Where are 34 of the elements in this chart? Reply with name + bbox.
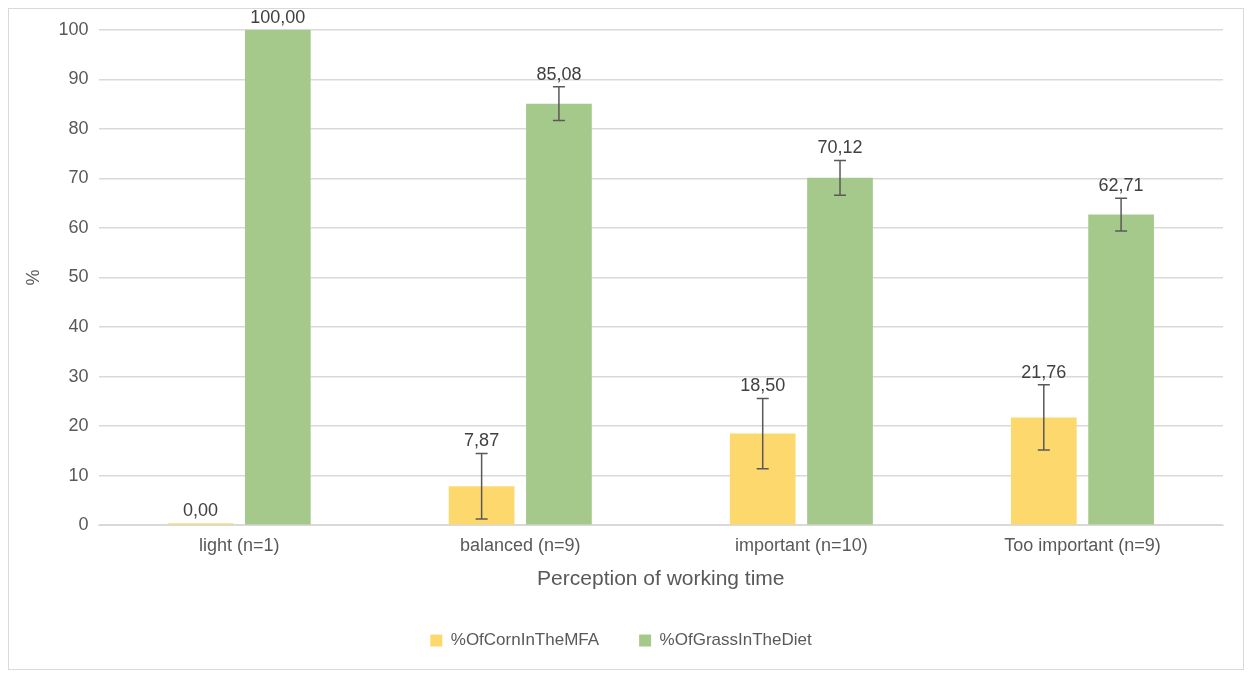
y-tick-label: 90 — [68, 68, 89, 89]
legend-label: %OfGrassInTheDiet — [659, 630, 812, 650]
y-tick-label: 40 — [68, 316, 89, 337]
y-tick-label: 60 — [68, 216, 89, 237]
y-tick-label: 0 — [78, 514, 89, 535]
data-label: 7,87 — [464, 430, 500, 451]
y-tick-label: 70 — [68, 167, 89, 188]
bar — [526, 103, 592, 525]
y-tick-label: 10 — [68, 464, 89, 485]
y-tick-label: 80 — [68, 117, 89, 138]
data-label: 85,08 — [536, 63, 582, 84]
y-tick-label: 100 — [58, 18, 89, 39]
data-label: 18,50 — [740, 375, 786, 396]
x-tick-label: important (n=10) — [735, 534, 868, 555]
data-label: 0,00 — [183, 500, 219, 521]
bar — [244, 29, 311, 525]
x-tick-label: balanced (n=9) — [459, 534, 581, 555]
data-label: 62,71 — [1098, 175, 1144, 196]
bar — [729, 433, 796, 525]
y-tick-label: 30 — [68, 365, 89, 386]
bar — [1088, 214, 1154, 525]
y-tick-label: 50 — [68, 266, 89, 287]
bar — [807, 177, 873, 525]
y-axis-title: % — [22, 269, 43, 286]
data-label: 21,76 — [1021, 361, 1067, 382]
bar — [448, 486, 515, 525]
y-tick-label: 20 — [68, 415, 89, 436]
x-axis-title: Perception of working time — [537, 566, 785, 590]
data-label: 100,00 — [250, 6, 306, 27]
x-tick-label: Too important (n=9) — [1004, 534, 1161, 555]
data-label: 70,12 — [817, 137, 863, 158]
bar — [1010, 417, 1077, 525]
legend-label: %OfCornInTheMFA — [450, 630, 600, 650]
x-tick-label: light (n=1) — [198, 534, 280, 555]
